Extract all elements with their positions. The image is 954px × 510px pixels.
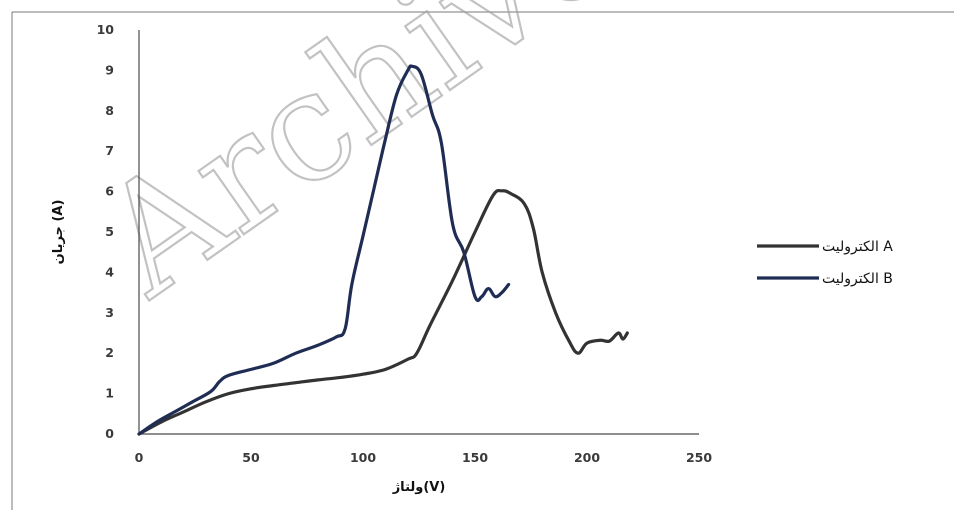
x-tick-label: 150 xyxy=(462,450,488,465)
legend-label-b: الکترولیت B xyxy=(822,271,893,287)
x-tick-label: 50 xyxy=(242,450,260,465)
legend: الکترولیت A الکترولیت B xyxy=(757,239,893,287)
x-tick-label: 100 xyxy=(350,450,376,465)
y-tick-label: 6 xyxy=(105,184,114,199)
y-tick-label: 7 xyxy=(105,143,114,158)
x-tick-label: 250 xyxy=(686,450,712,465)
y-tick-label: 5 xyxy=(105,224,114,239)
y-tick-labels: 0 1 2 3 4 5 6 7 8 9 10 xyxy=(97,22,115,441)
series-layer xyxy=(137,64,629,436)
y-tick-label: 8 xyxy=(105,103,114,118)
y-tick-label: 3 xyxy=(105,305,114,320)
legend-label-a: الکترولیت A xyxy=(822,239,893,255)
x-tick-labels: 0 50 100 150 200 250 xyxy=(135,450,713,465)
y-tick-label: 4 xyxy=(105,264,114,279)
y-tick-label: 10 xyxy=(97,22,115,37)
y-tick-label: 1 xyxy=(105,386,114,401)
watermark-text: Archive xyxy=(70,0,647,330)
y-tick-label: 2 xyxy=(105,345,114,360)
x-tick-label: 0 xyxy=(135,450,144,465)
y-tick-label: 9 xyxy=(105,62,114,77)
x-tick-label: 200 xyxy=(574,450,600,465)
y-tick-label: 0 xyxy=(105,426,114,441)
x-axis-title: ولتاژ(V) xyxy=(392,480,446,495)
series-line-b xyxy=(137,64,511,436)
y-axis-title: جریان (A) xyxy=(51,200,66,265)
